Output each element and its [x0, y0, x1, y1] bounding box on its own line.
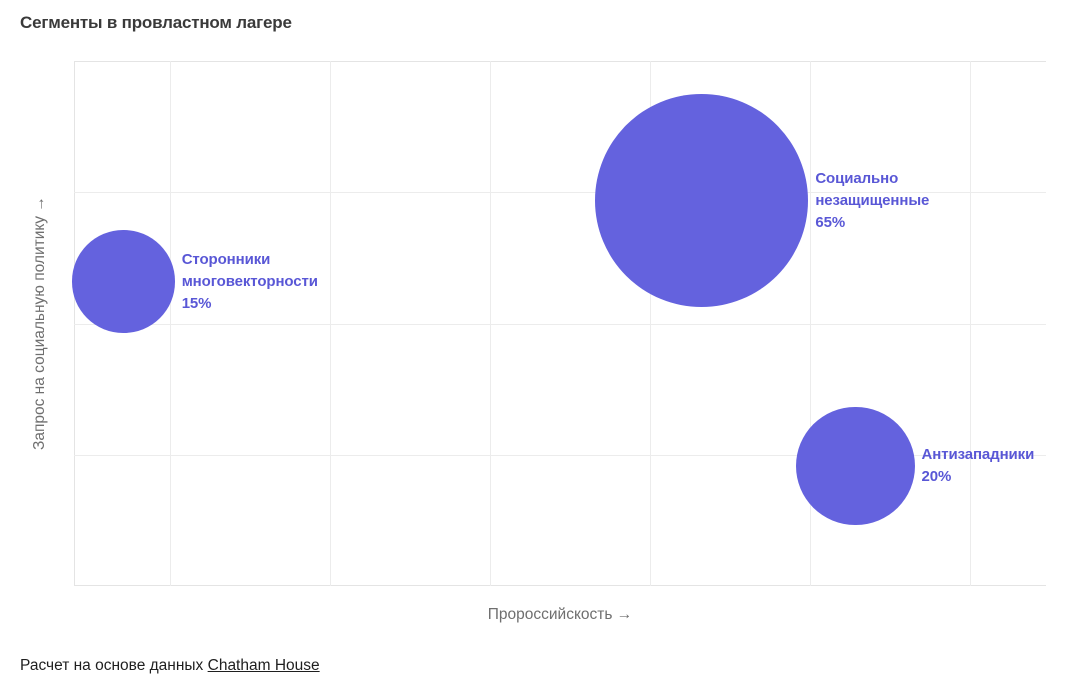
gridline-horizontal — [74, 192, 1046, 194]
gridline-horizontal — [74, 323, 1046, 325]
bubble-label-line: многовекторности — [181, 272, 318, 290]
bubble-label-line: Сторонники — [181, 250, 271, 268]
plot-border-top — [74, 61, 1046, 62]
y-axis-label: Запрос на социальную политику → — [31, 196, 48, 451]
bubble-label-line: 20% — [921, 468, 952, 486]
bubble-label-line: Антизападники — [921, 446, 1035, 464]
bubble-label-line: 65% — [815, 213, 846, 231]
plot-area: Сторонники многовекторности 15% Социально не… — [72, 61, 1046, 586]
bubble-label-line: Социально — [815, 169, 899, 187]
x-axis-label: Пророссийскость → — [487, 606, 633, 623]
gridline-horizontal — [74, 454, 1046, 456]
bubble-label: Сторонники многовекторности 15% — [182, 249, 318, 315]
source-note: Расчет на основе данных Chatham House — [20, 657, 320, 675]
chart-title: Сегменты в провластном лагере — [20, 13, 292, 32]
source-link[interactable]: Chatham House — [207, 657, 320, 674]
bubble — [595, 94, 809, 308]
plot-border-bottom — [74, 585, 1046, 586]
bubble-label: Антизападники 20% — [922, 444, 1035, 488]
bubble — [72, 230, 175, 333]
bubble-label: Социально незащищенные 65% — [815, 168, 929, 234]
bubble — [796, 407, 915, 526]
bubble-label-line: 15% — [181, 294, 212, 312]
bubble-label-line: незащищенные — [815, 191, 930, 209]
source-note-text: Расчет на основе данных — [20, 657, 208, 674]
